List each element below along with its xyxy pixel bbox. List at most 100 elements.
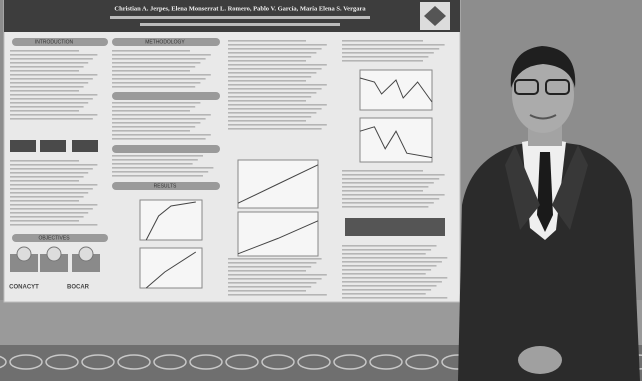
text-line	[228, 290, 306, 292]
text-line	[228, 60, 306, 62]
text-line	[10, 74, 97, 76]
section-heading: OBJECTIVES	[38, 235, 70, 241]
text-line	[342, 277, 447, 279]
text-line	[112, 78, 206, 80]
text-line	[342, 48, 439, 50]
text-line	[342, 249, 431, 251]
text-line	[228, 44, 327, 46]
text-line	[342, 60, 423, 62]
text-line	[10, 172, 88, 174]
text-line	[228, 64, 327, 66]
text-line	[228, 76, 311, 78]
text-line	[10, 160, 79, 162]
text-line	[10, 208, 93, 210]
text-line	[112, 54, 211, 56]
text-line	[10, 118, 93, 120]
text-line	[342, 297, 447, 299]
text-line	[228, 100, 306, 102]
text-line	[342, 293, 426, 295]
text-line	[112, 50, 190, 52]
text-line	[342, 257, 447, 259]
text-line	[342, 190, 423, 192]
text-line	[342, 174, 445, 176]
affiliation-line	[140, 23, 340, 26]
text-line	[112, 74, 211, 76]
text-line	[112, 86, 195, 88]
text-line	[228, 112, 316, 114]
text-line	[342, 206, 428, 208]
text-line	[112, 155, 203, 157]
objective-icon	[47, 247, 61, 261]
text-line	[112, 175, 203, 177]
text-line	[342, 178, 439, 180]
text-line	[10, 66, 84, 68]
text-line	[10, 224, 97, 226]
objective-icon	[17, 247, 31, 261]
text-line	[342, 269, 431, 271]
section-heading: METHODOLOGY	[145, 39, 185, 45]
text-line	[342, 56, 428, 58]
text-line	[228, 88, 322, 90]
text-line	[10, 196, 84, 198]
diagram-block	[72, 140, 98, 152]
diagram-block	[40, 140, 66, 152]
text-line	[10, 176, 84, 178]
text-line	[228, 56, 311, 58]
text-line	[10, 50, 79, 52]
text-line	[342, 40, 423, 42]
text-line	[228, 80, 306, 82]
text-line	[10, 106, 84, 108]
text-line	[228, 286, 311, 288]
text-line	[112, 167, 213, 169]
text-line	[10, 54, 97, 56]
text-line	[10, 70, 79, 72]
text-line	[228, 116, 311, 118]
text-line	[112, 114, 211, 116]
text-line	[228, 72, 316, 74]
text-line	[228, 124, 327, 126]
objective-icon	[79, 247, 93, 261]
text-line	[342, 281, 442, 283]
text-line	[10, 90, 79, 92]
text-line	[10, 180, 79, 182]
text-line	[228, 68, 322, 70]
text-line	[342, 273, 426, 275]
text-line	[228, 294, 327, 296]
text-line	[112, 126, 195, 128]
text-line	[228, 84, 327, 86]
text-line	[10, 102, 88, 104]
text-line	[10, 114, 97, 116]
section-bar	[112, 92, 220, 100]
hands	[518, 346, 562, 374]
text-line	[342, 261, 442, 263]
text-line	[112, 118, 206, 120]
text-line	[228, 262, 316, 264]
text-line	[10, 94, 97, 96]
table	[345, 218, 445, 236]
text-line	[228, 48, 322, 50]
text-line	[342, 52, 434, 54]
text-line	[10, 200, 79, 202]
text-line	[10, 86, 84, 88]
text-line	[10, 216, 84, 218]
text-line	[112, 70, 190, 72]
text-line	[342, 202, 434, 204]
text-line	[10, 192, 88, 194]
text-line	[10, 62, 88, 64]
text-line	[228, 128, 322, 130]
text-line	[10, 204, 97, 206]
text-line	[10, 212, 88, 214]
text-line	[10, 78, 93, 80]
text-line	[342, 253, 426, 255]
text-line	[228, 274, 327, 276]
text-line	[112, 138, 206, 140]
text-line	[228, 282, 316, 284]
text-line	[112, 82, 200, 84]
text-line	[228, 96, 311, 98]
text-line	[228, 108, 322, 110]
logo-text: BOCAR	[67, 285, 90, 291]
text-line	[228, 104, 327, 106]
text-line	[112, 102, 200, 104]
text-line	[342, 194, 445, 196]
text-line	[342, 265, 437, 267]
